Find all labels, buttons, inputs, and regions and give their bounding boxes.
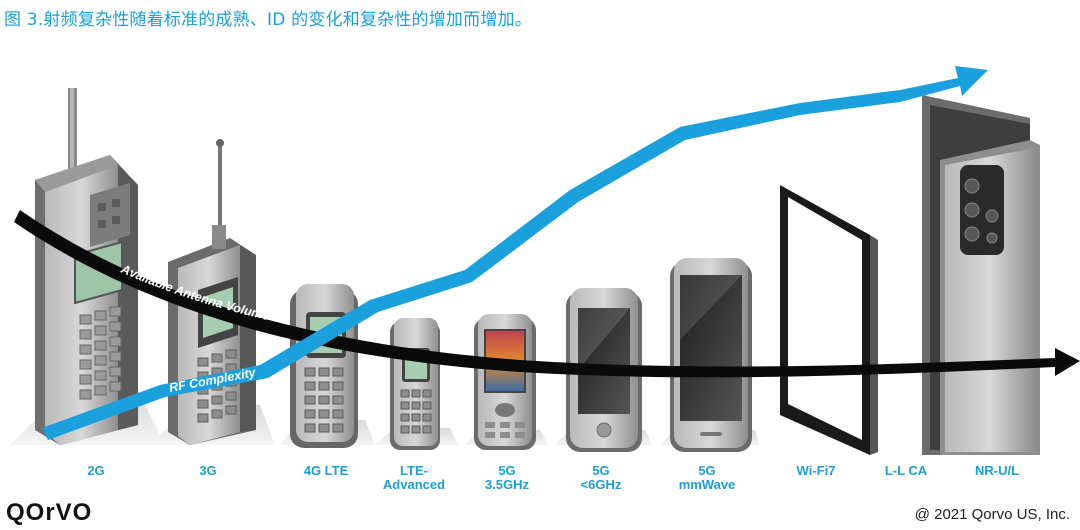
generation-label-line1: 3G [199, 463, 217, 478]
generation-label-5g-sub6: 5G <6GHz [556, 464, 646, 492]
phone-wifi7 [780, 185, 878, 455]
phone-5g-3-5ghz [474, 314, 536, 450]
phone-2g [35, 88, 138, 445]
generation-label-nr-ul: NR-U/L [952, 464, 1042, 478]
generation-label-line1: LTE- [400, 463, 428, 478]
qorvo-logo: QOrVO [6, 499, 93, 526]
generation-label-line1: 5G [498, 463, 516, 478]
generation-label-line1: 2G [87, 463, 105, 478]
phone-5g-mmwave [670, 258, 752, 452]
phone-nr-ul [922, 95, 1040, 455]
generation-label-lte-advanced: LTE- Advanced [369, 464, 459, 492]
generation-label-3g: 3G [163, 464, 253, 478]
generation-label-line1: L-L CA [884, 463, 928, 478]
phone-lte-advanced [390, 318, 440, 450]
generation-label-2g: 2G [51, 464, 141, 478]
generation-label-line2: Advanced [382, 477, 446, 492]
generation-label-line1: NR-U/L [974, 463, 1020, 478]
generation-label-ll-ca: L-L CA [861, 464, 951, 478]
generation-label-line1: 5G [698, 463, 716, 478]
phone-4g-lte [290, 284, 358, 448]
generation-label-line1: Wi-Fi7 [796, 463, 836, 478]
phone-3g [168, 139, 256, 445]
generation-label-line2: 3.5GHz [484, 477, 530, 492]
generation-label-line2: mmWave [678, 477, 736, 492]
generation-label-4g-lte: 4G LTE [281, 464, 371, 478]
figure-caption: 图 3.射频复杂性随着标准的成熟、ID 的变化和复杂性的增加而增加。 [4, 10, 532, 30]
copyright-notice: @ 2021 Qorvo US, Inc. [914, 506, 1070, 523]
generation-label-5g-3-5ghz: 5G 3.5GHz [462, 464, 552, 492]
generation-label-line2: <6GHz [580, 477, 622, 492]
generation-label-line1: 4G LTE [303, 463, 349, 478]
generation-label-5g-mmwave: 5G mmWave [662, 464, 752, 492]
generation-label-line1: 5G [592, 463, 610, 478]
generation-label-wifi7: Wi-Fi7 [771, 464, 861, 478]
